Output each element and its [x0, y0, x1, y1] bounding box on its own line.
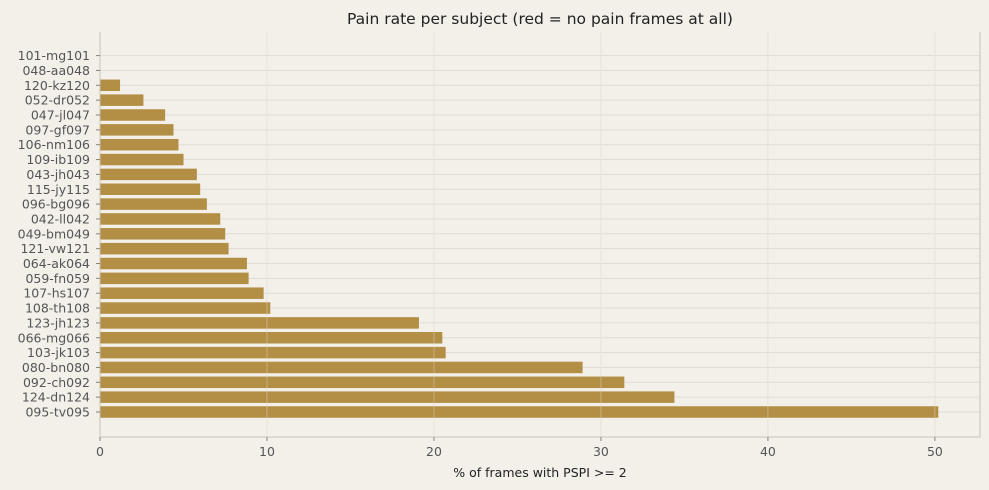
bar-092-ch092 [100, 376, 625, 389]
bar-049-bm049 [100, 228, 226, 240]
bar-108-th108 [100, 302, 271, 314]
x-ticks: 0 10 20 30 40 50 [96, 437, 943, 459]
y-tick-label: 096-bg096 [22, 197, 90, 212]
y-tick-label: 103-jk103 [27, 345, 90, 360]
bar-109-ib109 [100, 153, 184, 166]
y-tick-label: 043-jh043 [26, 167, 90, 182]
bar-124-dn124 [100, 391, 675, 403]
y-tick-label: 120-kz120 [24, 78, 90, 93]
bar-115-jy115 [100, 183, 201, 195]
grid [99, 32, 980, 437]
bar-080-bn080 [100, 361, 583, 374]
y-tick-label: 080-bn080 [22, 360, 90, 375]
bar-097-gf097 [100, 124, 174, 136]
bar-123-jh123 [100, 317, 419, 329]
x-axis-label: % of frames with PSPI >= 2 [453, 465, 626, 480]
x-tick-label: 50 [927, 444, 943, 459]
y-ticks: 095-tv095124-dn124092-ch092080-bn080103-… [18, 48, 100, 420]
y-tick-label: 109-ib109 [26, 152, 90, 167]
y-tick-label: 095-tv095 [25, 405, 90, 420]
x-tick-label: 20 [426, 444, 442, 459]
y-tick-label: 049-bm049 [18, 226, 90, 241]
y-tick-label: 108-th108 [25, 301, 90, 316]
y-tick-label: 097-gf097 [25, 122, 90, 137]
x-tick-label: 10 [259, 444, 275, 459]
y-tick-label: 064-ak064 [23, 256, 90, 271]
y-tick-label: 101-mg101 [18, 48, 90, 63]
y-tick-label: 042-ll042 [31, 211, 90, 226]
y-tick-label: 052-dr052 [25, 93, 90, 108]
bar-095-tv095 [100, 406, 939, 418]
y-tick-label: 107-hs107 [23, 286, 90, 301]
bar-121-vw121 [100, 242, 229, 255]
y-tick-label: 123-jh123 [26, 315, 90, 330]
bar-064-ak064 [100, 257, 247, 270]
bar-120-kz120 [100, 79, 121, 92]
bar-103-jk103 [100, 346, 446, 359]
bar-042-ll042 [100, 213, 221, 225]
y-tick-label: 059-fn059 [25, 271, 90, 286]
y-tick-label: 121-vw121 [20, 241, 90, 256]
bar-096-bg096 [100, 198, 207, 210]
bar-066-mg066 [100, 332, 443, 344]
y-tick-label: 124-dn124 [22, 390, 90, 405]
bar-052-dr052 [100, 94, 144, 106]
chart-title: Pain rate per subject (red = no pain fra… [347, 10, 733, 28]
y-tick-label: 115-jy115 [27, 182, 90, 197]
bar-043-jh043 [100, 168, 197, 181]
bar-047-jl047 [100, 109, 166, 121]
bar-107-hs107 [100, 287, 264, 299]
y-tick-label: 048-aa048 [22, 63, 90, 78]
x-tick-label: 30 [593, 444, 609, 459]
bar-106-nm106 [100, 138, 179, 151]
x-tick-label: 40 [760, 444, 776, 459]
bar-059-fn059 [100, 272, 249, 285]
bars [100, 32, 939, 437]
y-tick-label: 047-jl047 [31, 108, 90, 123]
y-tick-label: 066-mg066 [18, 330, 90, 345]
y-tick-label: 092-ch092 [23, 375, 90, 390]
x-tick-label: 0 [96, 444, 104, 459]
y-tick-label: 106-nm106 [18, 137, 90, 152]
